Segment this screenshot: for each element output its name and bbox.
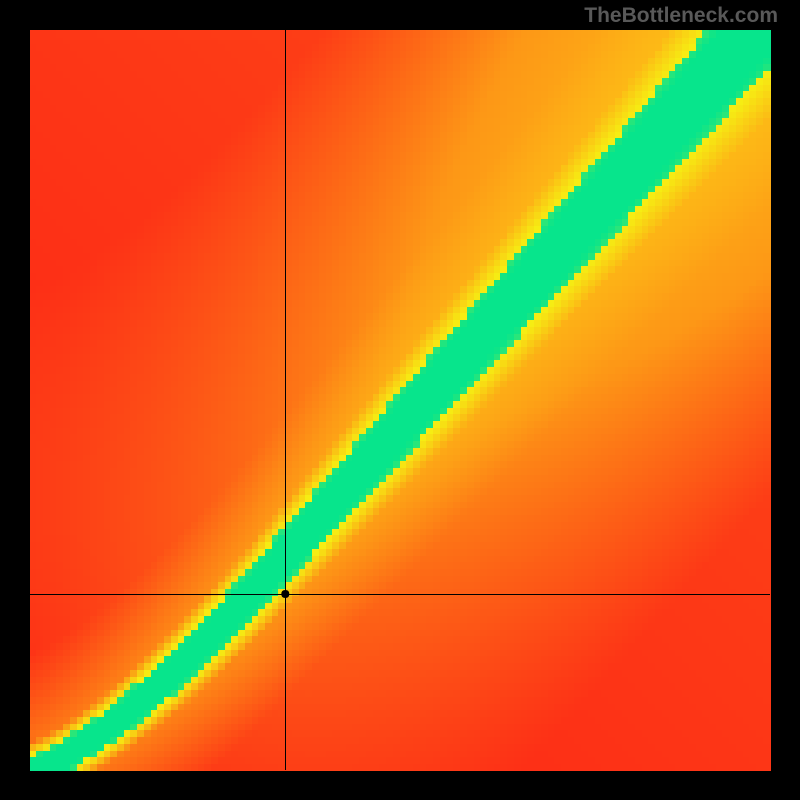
bottleneck-heatmap-canvas xyxy=(0,0,800,800)
root-container: TheBottleneck.com xyxy=(0,0,800,800)
